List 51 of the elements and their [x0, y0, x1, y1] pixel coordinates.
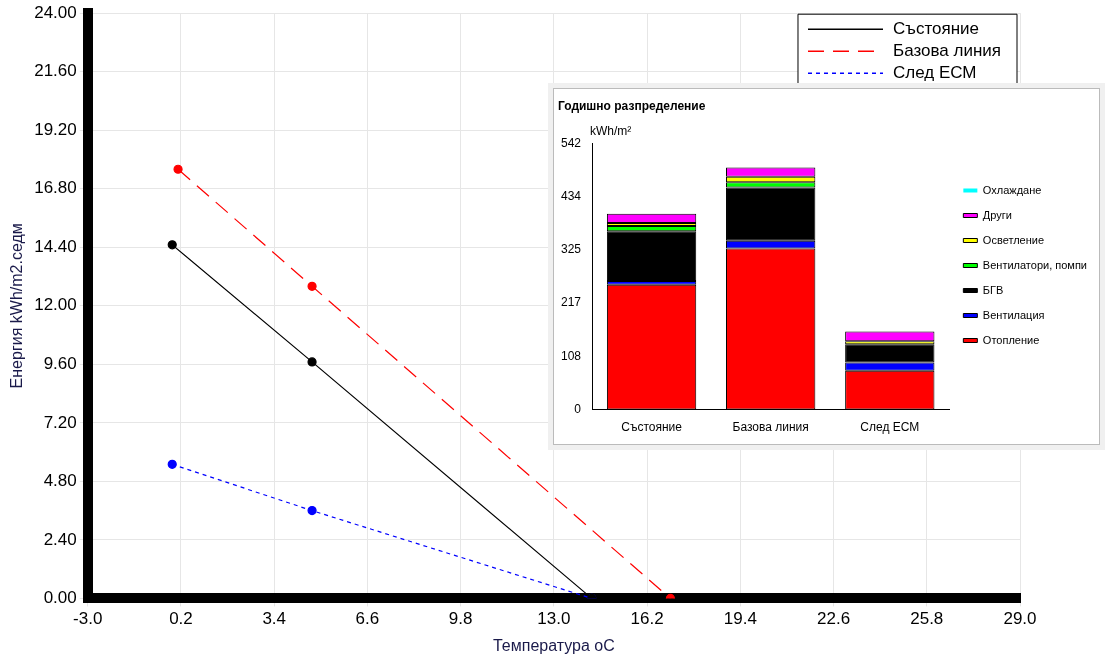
y-axis-title: Енергия kWh/m2.седм: [8, 223, 26, 389]
y-tick-label: 21.60: [34, 61, 77, 81]
x-tick-label: 3.4: [262, 609, 287, 629]
legend-label: След ЕСМ: [893, 62, 977, 82]
x-tick-label: 6.6: [355, 609, 380, 629]
x-axis-title: Температура oC: [492, 636, 615, 654]
legend-label: Охлаждане: [982, 183, 1042, 196]
y-tick-label: 325: [560, 242, 582, 257]
x-tick-label: 13.0: [537, 609, 571, 629]
y-tick-label: 24.00: [34, 2, 77, 22]
legend-label: Отопление: [982, 333, 1040, 346]
x-tick-label: 16.2: [630, 609, 664, 629]
y-tick-label: 16.80: [34, 178, 77, 198]
legend-label: Вентилатори, помпи: [982, 258, 1088, 271]
x-tick-label: Състояние: [621, 420, 683, 435]
y-tick-label: 217: [560, 295, 582, 310]
x-tick-label: След ЕСМ: [860, 420, 920, 435]
y-tick-label: 434: [560, 188, 582, 203]
y-tick-label: 12.00: [34, 295, 77, 315]
x-tick-label: 25.8: [910, 609, 944, 629]
legend-label: Състояние: [893, 18, 979, 38]
y-tick-label: 14.40: [34, 236, 77, 256]
legend-label: Базова линия: [893, 40, 1002, 60]
x-tick-label: 0.2: [169, 609, 193, 629]
x-tick-label: 9.8: [448, 609, 473, 629]
x-tick-label: 22.6: [817, 609, 851, 629]
point: [167, 240, 177, 250]
legend-label: Други: [982, 208, 1012, 221]
legend-label: Осветление: [982, 233, 1045, 246]
y-tick-label: 4.80: [43, 471, 77, 491]
y-tick-label: 108: [560, 348, 582, 363]
point: [307, 506, 317, 516]
point: [307, 357, 317, 367]
y-tick-label: 7.20: [43, 412, 77, 432]
point: [173, 164, 183, 174]
y-axis-title: kWh/m²: [590, 123, 632, 138]
legend-label: БГВ: [982, 283, 1004, 296]
chart-title: Годишно разпределение: [558, 98, 706, 113]
y-tick-label: 542: [560, 135, 582, 150]
x-tick-label: Базова линия: [732, 420, 809, 435]
legend-label: Вентилация: [982, 308, 1045, 321]
y-tick-label: 19.20: [34, 119, 77, 139]
y-tick-label: 2.40: [43, 529, 77, 549]
x-tick-label: 19.4: [723, 609, 757, 629]
x-tick-label: -3.0: [73, 609, 103, 629]
point: [307, 281, 317, 291]
point: [167, 459, 177, 469]
y-tick-label: 9.60: [43, 354, 77, 374]
y-tick-label: 0: [574, 401, 582, 416]
x-tick-label: 29.0: [1003, 609, 1037, 629]
y-tick-label: 0.00: [43, 588, 77, 608]
